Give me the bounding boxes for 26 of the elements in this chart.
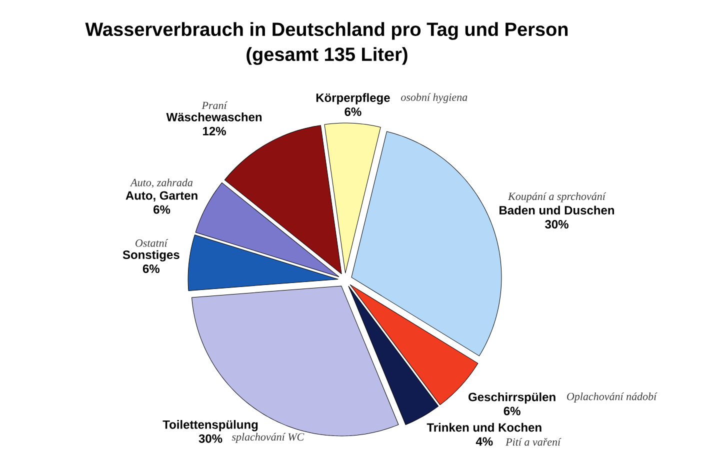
text: Auto, zahrada: [130, 178, 193, 188]
text: osobní hygiena: [401, 93, 468, 104]
slice-label: Trinken und Kochen: [426, 422, 542, 432]
slice-label: Sonstiges: [122, 250, 180, 262]
data-label: 6%: [344, 107, 362, 116]
slice-label: Körperpflege: [316, 93, 390, 104]
data-label: 30%: [545, 220, 568, 229]
data-label: 6%: [504, 406, 520, 416]
data-label: 6%: [142, 264, 160, 274]
slice-label: Baden und Duschen: [500, 206, 614, 215]
data-label: 30%: [198, 434, 222, 443]
text: Praní: [202, 101, 228, 110]
slice-label: Auto, Garten: [126, 191, 198, 202]
slice-label: Wäschewaschen: [166, 112, 262, 122]
data-label: 12%: [203, 126, 226, 136]
text: Oplachování nádobí: [567, 392, 658, 402]
chart-title: Wasserverbrauch in Deutschland pro Tag und Person: [85, 22, 568, 40]
data-label: 6%: [154, 205, 170, 214]
chart-subtitle: (gesamt 135 Liter): [246, 47, 408, 65]
slice-label: Geschirrspülen: [468, 392, 556, 404]
text: Koupání a sprchování: [508, 192, 606, 202]
text: splachování WC: [232, 432, 304, 443]
text: Pití a vaření: [506, 438, 562, 446]
slice-label: Toilettenspülung: [162, 420, 258, 432]
data-label: 4%: [476, 437, 493, 446]
text: Ostatní: [136, 239, 168, 247]
